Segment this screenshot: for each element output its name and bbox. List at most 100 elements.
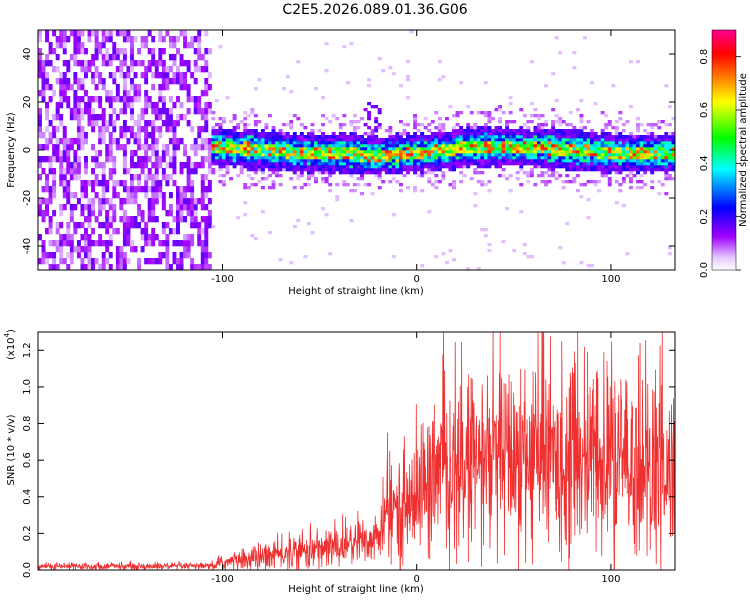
spectrogram-cell [296,162,301,166]
spectrogram-cell [427,159,432,163]
spectrogram-cell [236,162,241,166]
spectrogram-cell [253,132,258,136]
spectrogram-cell [285,147,290,151]
spectrogram-cell [303,147,308,151]
spectrogram-cell [105,90,110,97]
spectrogram-cell [144,234,149,241]
spectrogram-cell [239,171,244,175]
spectrogram-cell [395,165,400,169]
spectrogram-cell [664,84,669,88]
spectrogram-cell [250,177,255,181]
spectrogram-cell [367,144,372,148]
spectrogram-cell [667,144,672,148]
spectrogram-cell [639,162,644,166]
spectrogram-cell [614,132,619,136]
spectrogram-cell [582,36,587,40]
spectrogram-cell [494,150,499,154]
spectrogram-cell [441,141,446,145]
spectrogram-cell [420,141,425,145]
spectrogram-cell [62,234,67,241]
spectrogram-cell [154,60,159,67]
spectrogram-cell [611,138,616,142]
spectrogram-cell [214,159,219,163]
spectrogram-cell [179,114,184,121]
spectrogram-cell [214,144,219,148]
spectrogram-cell [558,144,563,148]
spectrogram-cell [416,150,421,154]
spectrogram-cell [618,162,623,166]
spectrogram-cell [356,177,361,181]
spectrogram-cell [416,144,421,148]
spectrogram-cell [239,144,244,148]
spectrogram-cell [122,96,127,103]
spectrogram-cell [147,66,152,73]
spectrogram-cell [522,156,527,160]
spectrogram-cell [568,135,573,139]
spectrogram-cell [639,141,644,145]
spectrogram-cell [473,147,478,151]
spectrogram-cell [122,78,127,85]
spectrogram-cell [423,117,428,121]
spectrogram-cell [207,186,212,193]
spectrogram-cell [94,96,99,103]
spectrogram-cell [388,156,393,160]
spectrogram-cell [257,144,262,148]
spectrogram-cell [59,120,64,127]
spectrogram-cell [133,192,138,199]
spectrogram-cell [671,168,676,172]
spectrogram-cell [579,141,584,145]
spectrogram-cell [505,147,510,151]
spectrogram-cell [137,126,142,133]
spectrogram-cell [144,186,149,193]
spectrogram-cell [105,258,110,265]
snr-scale-text: (x104) [3,329,17,360]
spectrogram-cell [250,156,255,160]
spectrogram-cell [667,177,672,181]
spectrogram-cell [533,141,538,145]
spectrogram-cell [310,150,315,154]
spectrogram-cell [108,168,113,175]
spectrogram-cell [621,129,626,133]
spectrogram-cell [285,168,290,172]
spectrogram-cell [207,168,212,175]
spectrogram-cell [271,150,276,154]
spectrogram-cell [664,156,669,160]
spectrogram-cell [161,72,166,79]
spectrogram-cell [211,159,216,163]
spectrogram-cell [260,186,265,190]
spectrogram-cell [59,210,64,217]
spectrogram-cell [41,198,46,205]
spectrogram-cell [345,150,350,154]
spectrogram-cell [321,207,326,211]
spectrogram-cell [420,162,425,166]
spectrogram-cell [628,171,633,175]
spectrogram-cell [437,60,442,64]
spectrogram-cell [494,135,499,139]
spectrogram-cell [529,60,534,64]
spectrogram-cell [643,135,648,139]
spectrogram-cell [130,132,134,139]
spectrogram-cell [558,147,563,151]
spectrogram-cell [586,153,591,157]
spectrogram-cell [402,162,407,166]
spectrogram-cell [87,180,92,187]
spectrogram-cell [377,177,382,181]
spectrogram-cell [62,96,67,103]
spectrogram-cell [250,150,255,154]
spectrogram-cell [130,102,134,109]
spectrogram-cell [172,42,177,49]
spectrogram-cell [558,51,563,55]
spectrogram-cell [643,129,648,133]
spectrogram-cell [646,138,651,142]
spectrogram-cell [91,108,96,115]
spectrogram-cell [501,132,506,136]
spectrogram-cell [282,144,287,148]
spectrogram-cell [183,162,188,169]
spectrogram-cell [377,141,382,145]
spectrogram-cell [268,162,272,166]
spectrogram-cell [207,138,212,145]
spectrogram-cell [48,156,53,163]
spectrogram-cell [310,168,315,172]
spectrogram-cell [607,183,612,187]
spectrogram-cell [87,204,92,211]
